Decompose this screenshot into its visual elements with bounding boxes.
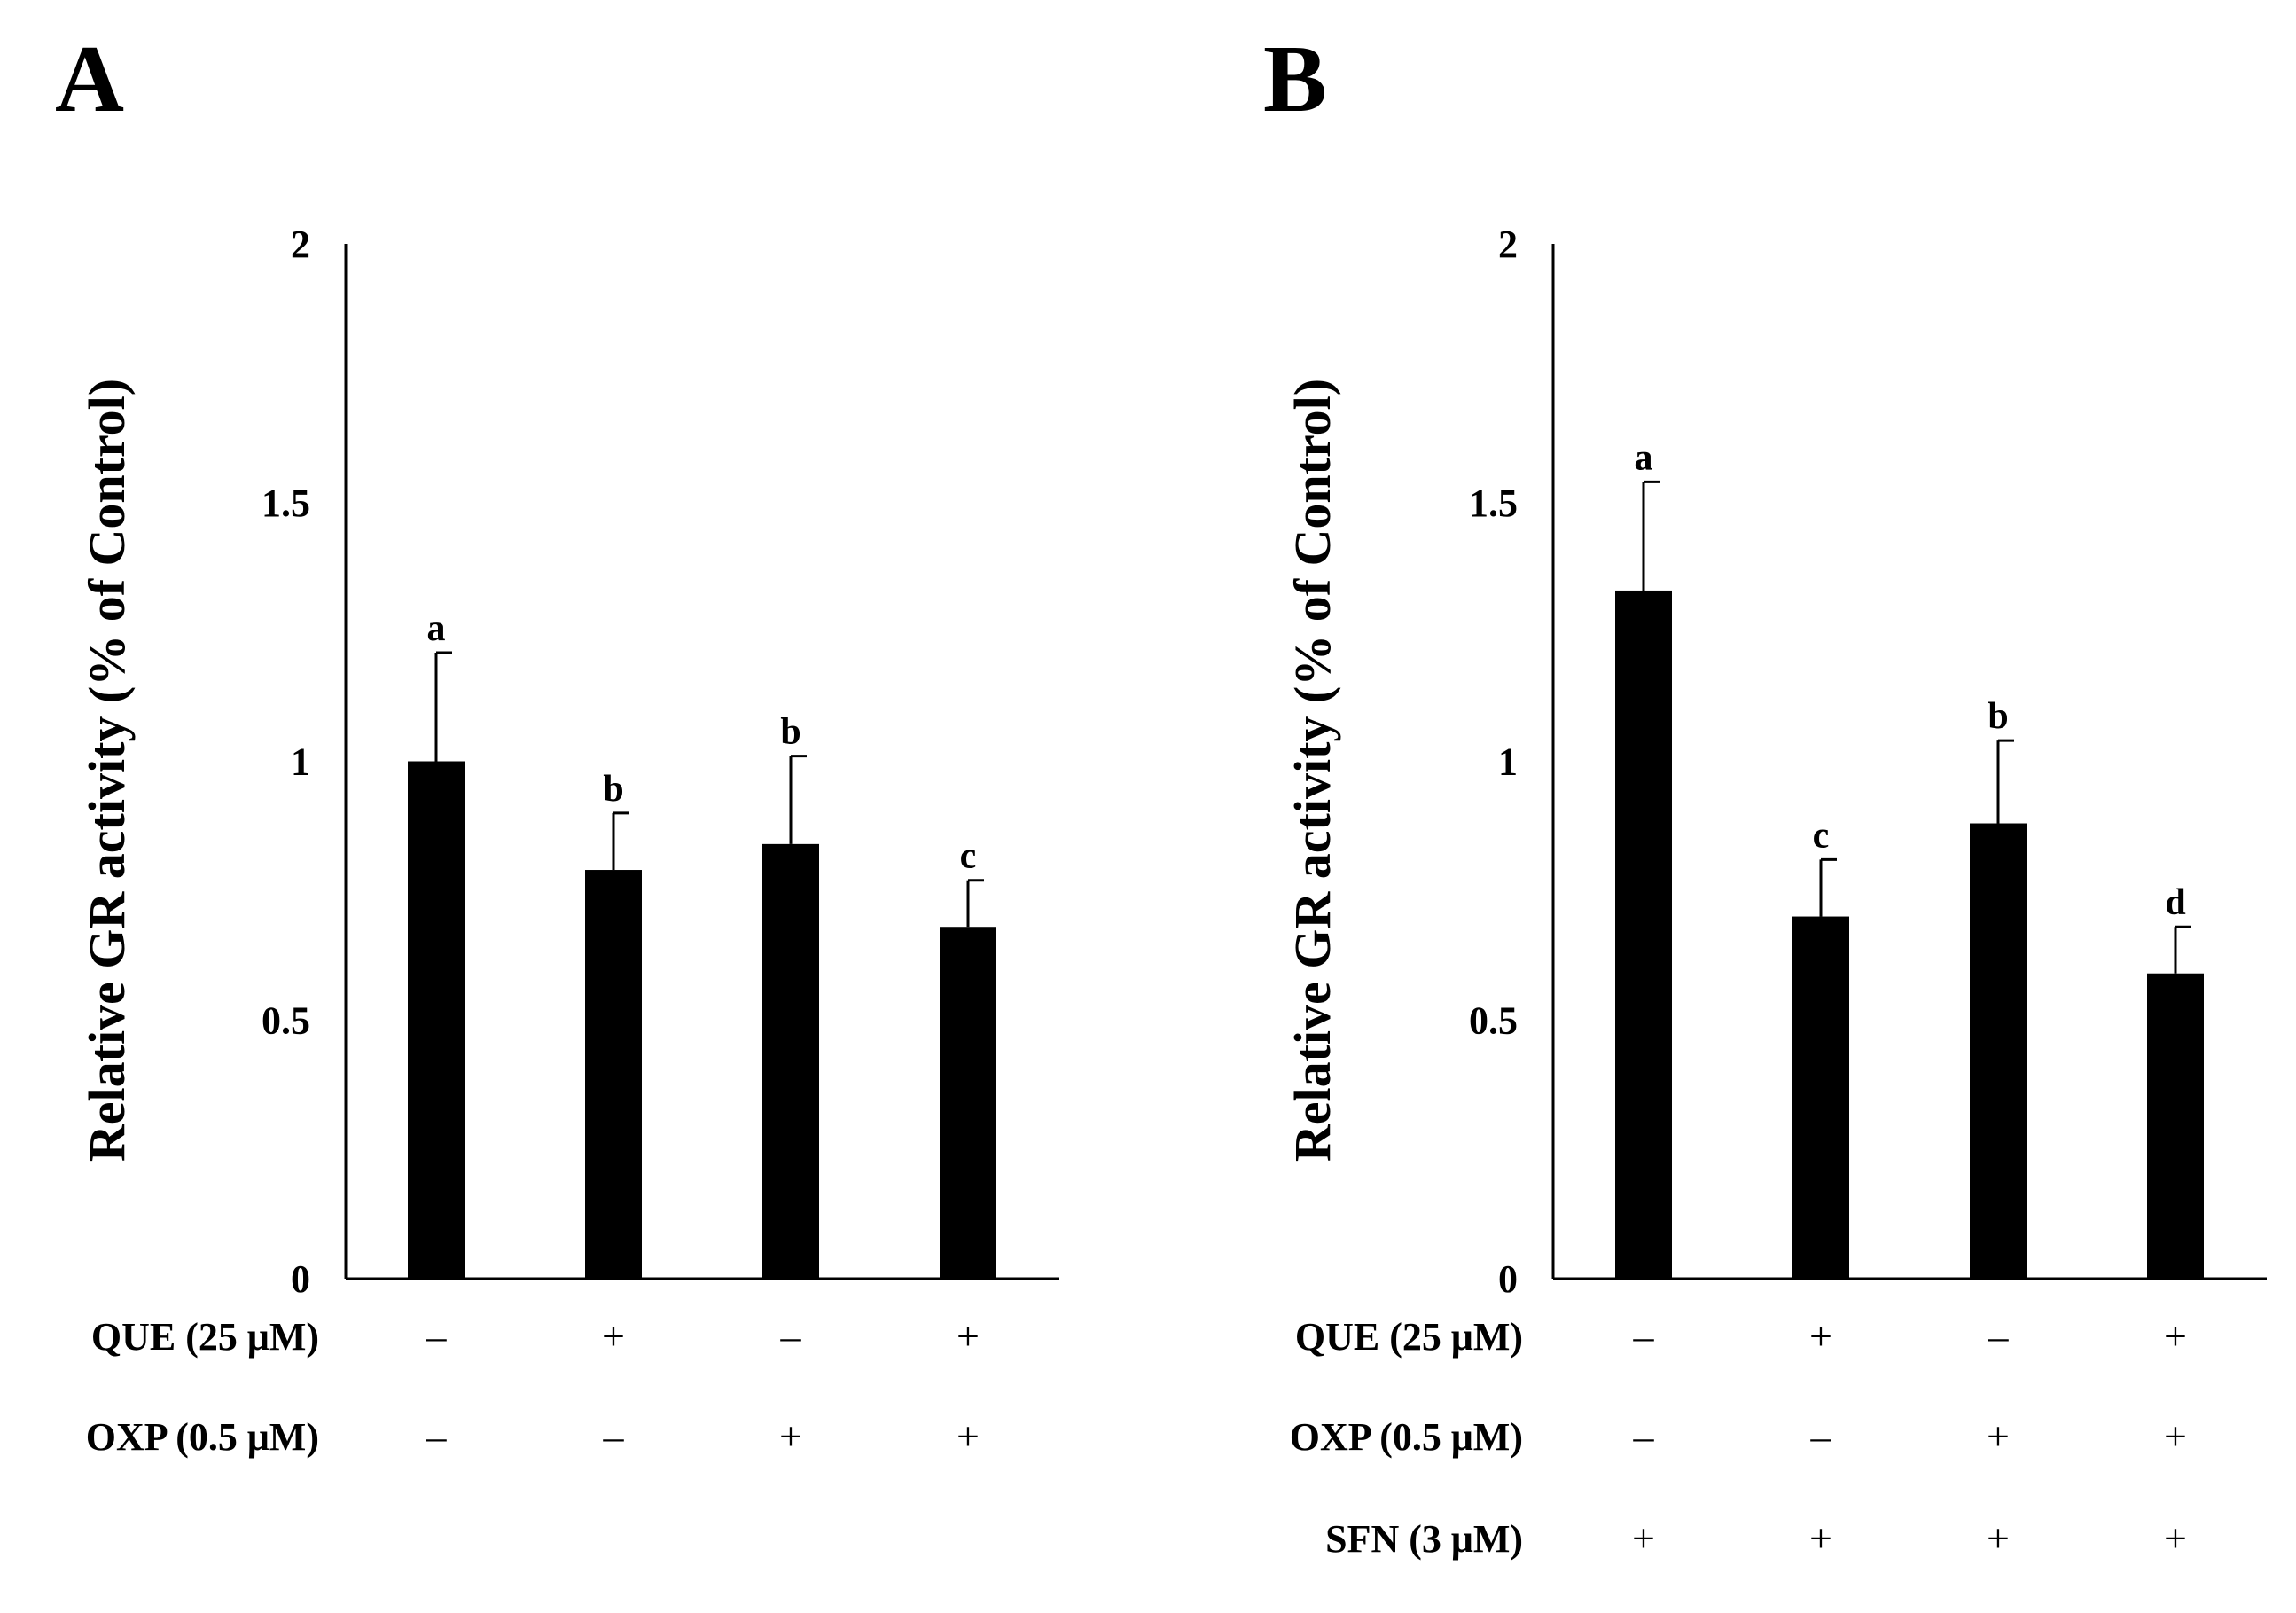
panel-b-condition-sign: +	[2164, 1313, 2187, 1359]
panel-b-y-axis-label: Relative GR activity (% of Control)	[1284, 379, 1341, 1162]
panel-b-condition-sign: +	[1809, 1515, 1832, 1561]
panel-b-condition-sign: –	[1810, 1413, 1832, 1459]
panel-a-ytick-label: 0.5	[262, 998, 310, 1042]
panel-a-condition-sign: –	[780, 1313, 802, 1359]
panel-a-ytick-label: 1.5	[262, 482, 310, 525]
panel-b-bar	[2147, 973, 2204, 1279]
panel-b-significance-label: b	[1988, 696, 2008, 737]
panel-b-chart: 0 0.5 1 1.5 2 Relative GR activity (% of Cont…	[1284, 223, 2267, 1561]
panel-b-condition-sign: –	[1633, 1313, 1655, 1359]
panel-a-bar	[762, 843, 819, 1279]
panel-b-significance-label: d	[2165, 882, 2185, 923]
panel-a-condition-sign: +	[957, 1313, 980, 1359]
panel-a-ytick-label: 1	[291, 740, 310, 784]
panel-b-condition-sign: +	[1987, 1515, 2010, 1561]
panel-b-condition-sign: +	[1809, 1313, 1832, 1359]
panel-a-bar	[940, 927, 996, 1279]
panel-a-condition-sign: –	[426, 1413, 448, 1459]
panel-b-significance-label: c	[1813, 815, 1830, 856]
panel-a-ytick-label: 0	[291, 1257, 310, 1301]
panel-b-significance-label: a	[1635, 437, 1653, 478]
panel-b-condition-sign: +	[2164, 1413, 2187, 1459]
panel-a-significance-label: b	[780, 712, 800, 753]
panel-b-condition-label: OXP (0.5 μM)	[1290, 1415, 1523, 1459]
panel-a-y-axis-label: Relative GR activity (% of Control)	[78, 379, 136, 1162]
panel-a-condition-label: QUE (25 μM)	[91, 1315, 319, 1359]
panel-a-ytick-label: 2	[291, 223, 310, 266]
panel-a-condition-label: OXP (0.5 μM)	[86, 1415, 319, 1459]
panel-b-ytick-label: 0.5	[1469, 998, 1518, 1042]
panel-b-condition-label: QUE (25 μM)	[1295, 1315, 1523, 1359]
panel-b-condition-sign: –	[1633, 1413, 1655, 1459]
panel-b-bar	[1970, 823, 2027, 1279]
panel-b-ytick-label: 0	[1498, 1257, 1518, 1301]
panel-letter-b: B	[1263, 27, 1327, 132]
panel-b-condition-sign: –	[1988, 1313, 2010, 1359]
panel-b-condition-label: SFN (3 μM)	[1325, 1517, 1523, 1561]
panel-a-condition-sign: –	[426, 1313, 448, 1359]
panel-b-condition-sign: +	[2164, 1515, 2187, 1561]
panel-b-bar	[1792, 916, 1849, 1279]
panel-a-bar	[585, 870, 642, 1279]
panel-a-significance-label: c	[960, 836, 977, 877]
panel-b-ytick-label: 2	[1498, 223, 1518, 266]
panel-a-significance-label: b	[603, 769, 623, 810]
panel-a-chart: 0 0.5 1 1.5 2 Relative GR activity (% of Cont…	[78, 223, 1059, 1459]
panel-b-ytick-label: 1.5	[1469, 482, 1518, 525]
panel-a-condition-sign: +	[957, 1413, 980, 1459]
panel-b-ytick-label: 1	[1498, 740, 1518, 784]
panel-a-condition-sign: +	[602, 1313, 625, 1359]
panel-b-condition-sign: +	[1987, 1413, 2010, 1459]
panel-a-condition-sign: –	[603, 1413, 625, 1459]
panel-b-condition-sign: +	[1632, 1515, 1655, 1561]
panel-a-condition-sign: +	[779, 1413, 802, 1459]
panel-letter-a: A	[55, 27, 124, 132]
panel-a-bar	[408, 761, 465, 1279]
panel-b-bar	[1615, 590, 1672, 1279]
panel-a-significance-label: a	[427, 608, 446, 649]
